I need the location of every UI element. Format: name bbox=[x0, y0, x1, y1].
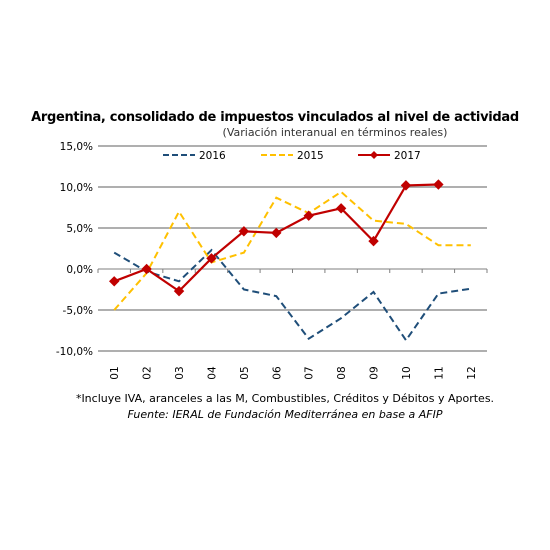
grid-lines bbox=[98, 145, 487, 352]
y-tick-label: -5,0% bbox=[63, 305, 93, 317]
data-point-2017 bbox=[109, 276, 120, 287]
x-tick-label: 12 bbox=[466, 366, 478, 379]
x-tick-label: 02 bbox=[142, 366, 154, 379]
data-point-2017 bbox=[271, 227, 282, 239]
series-lines bbox=[109, 179, 471, 343]
data-point-2017 bbox=[206, 253, 217, 264]
y-tick-label: 10,0% bbox=[60, 182, 93, 194]
y-tick-label: 0,0% bbox=[66, 264, 93, 276]
y-axis-ticks: 15,0% 10,0% 5,0% 0,0% -5,0% -10,0% bbox=[56, 141, 93, 358]
data-point-2017 bbox=[238, 226, 250, 237]
y-tick-label: 5,0% bbox=[66, 223, 93, 235]
data-point-2017 bbox=[400, 180, 412, 191]
legend-label-2015: 2015 bbox=[297, 150, 324, 162]
data-point-2017 bbox=[141, 263, 152, 275]
chart-title: Argentina, consolidado de impuestos vinc… bbox=[31, 110, 519, 125]
x-tick-label: 06 bbox=[271, 366, 283, 380]
y-tick-label: -10,0% bbox=[56, 346, 93, 358]
legend-label-2016: 2016 bbox=[199, 150, 226, 162]
x-axis-ticks: 01 02 03 04 05 06 07 08 09 10 11 12 bbox=[109, 366, 478, 380]
x-tick-label: 09 bbox=[369, 366, 381, 379]
y-tick-label: 15,0% bbox=[60, 141, 93, 153]
series-line-2015 bbox=[113, 190, 471, 311]
data-point-2017 bbox=[368, 235, 379, 247]
footnote: *Incluye IVA, aranceles a las M, Combust… bbox=[75, 392, 495, 405]
legend: 2016 2015 2017 bbox=[163, 150, 421, 162]
data-point-2017 bbox=[173, 285, 185, 297]
axes bbox=[97, 268, 488, 273]
data-point-2017 bbox=[335, 203, 347, 214]
series-line-2016 bbox=[113, 248, 471, 343]
legend-label-2017: 2017 bbox=[394, 150, 421, 162]
x-tick-label: 11 bbox=[433, 366, 445, 379]
x-tick-label: 08 bbox=[336, 366, 348, 379]
chart-subtitle: (Variación interanual en términos reales… bbox=[222, 126, 448, 139]
x-tick-label: 07 bbox=[304, 366, 316, 379]
x-tick-label: 05 bbox=[239, 366, 251, 379]
legend-marker-2017 bbox=[370, 151, 378, 159]
data-point-2017 bbox=[303, 210, 314, 221]
source-note: Fuente: IERAL de Fundación Mediterránea … bbox=[127, 408, 443, 421]
x-tick-label: 01 bbox=[109, 366, 121, 379]
x-tick-label: 10 bbox=[401, 366, 413, 379]
x-tick-label: 03 bbox=[174, 366, 186, 379]
x-tick-label: 04 bbox=[206, 366, 218, 380]
data-point-2017 bbox=[433, 179, 444, 190]
